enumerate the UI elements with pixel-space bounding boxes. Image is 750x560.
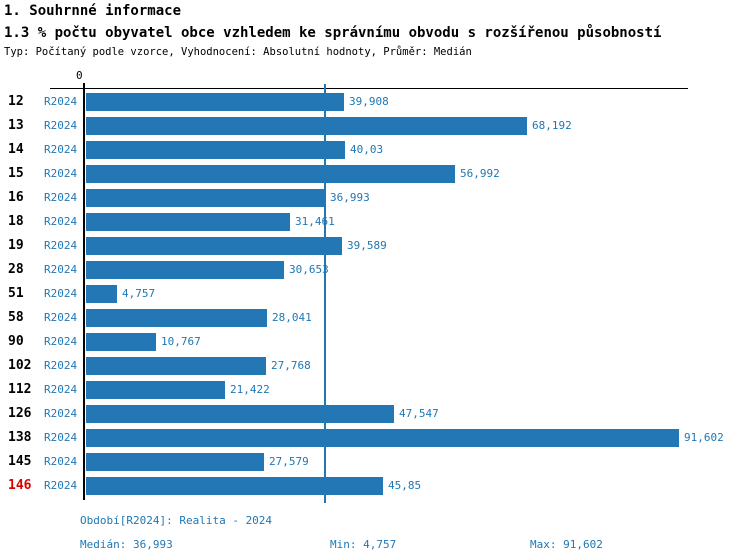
row-category-label: 102 [8,358,32,373]
row-category-label: 28 [8,262,24,277]
bar-value-label: 30,653 [289,263,329,276]
row-category-label: 58 [8,310,24,325]
bar-value-label: 56,992 [460,167,500,180]
bar [86,261,284,279]
bar-value-label: 10,767 [161,335,201,348]
bar [86,429,679,447]
bar-value-label: 27,579 [269,455,309,468]
bar [86,285,117,303]
bar-value-label: 47,547 [399,407,439,420]
bar-value-label: 39,589 [347,239,387,252]
footer-median: Medián: 36,993 [80,538,173,551]
row-period-label: R2024 [44,431,78,444]
bar-value-label: 27,768 [271,359,311,372]
axis-zero-tick [83,83,85,88]
row-category-label: 15 [8,166,24,181]
median-line [324,84,326,503]
row-category-label: 19 [8,238,24,253]
row-period-label: R2024 [44,335,78,348]
bar [86,309,267,327]
bar [86,165,455,183]
bar [86,477,383,495]
bar [86,237,342,255]
row-period-label: R2024 [44,455,78,468]
row-category-label: 112 [8,382,32,397]
indicator-meta: Typ: Počítaný podle vzorce, Vyhodnocení:… [4,46,472,58]
row-period-label: R2024 [44,95,78,108]
footer-max: Max: 91,602 [530,538,603,551]
row-category-label: 14 [8,142,24,157]
footer-period: Období[R2024]: Realita - 2024 [80,514,273,527]
bar-value-label: 31,461 [295,215,335,228]
bar-value-label: 28,041 [272,311,312,324]
row-period-label: R2024 [44,479,78,492]
row-category-label: 13 [8,118,24,133]
row-period-label: R2024 [44,287,78,300]
bar [86,189,325,207]
bar-value-label: 21,422 [230,383,270,396]
row-period-label: R2024 [44,359,78,372]
row-category-label: 16 [8,190,24,205]
bar-value-label: 36,993 [330,191,370,204]
row-category-label: 51 [8,286,24,301]
row-period-label: R2024 [44,407,78,420]
section-title: 1. Souhrnné informace [4,3,182,19]
bar-value-label: 40,03 [350,143,384,156]
row-period-label: R2024 [44,143,78,156]
bar-value-label: 39,908 [349,95,389,108]
bar [86,357,266,375]
row-period-label: R2024 [44,263,78,276]
bar [86,381,225,399]
row-category-label: 12 [8,94,24,109]
row-category-label: 146 [8,478,32,493]
axis-zero-label: 0 [76,69,83,82]
bar [86,213,290,231]
row-period-label: R2024 [44,311,78,324]
row-category-label: 145 [8,454,32,469]
bar [86,333,156,351]
row-period-label: R2024 [44,215,78,228]
bar-value-label: 68,192 [532,119,572,132]
row-category-label: 138 [8,430,32,445]
row-period-label: R2024 [44,167,78,180]
bar-value-label: 4,757 [122,287,156,300]
indicator-title: 1.3 % počtu obyvatel obce vzhledem ke sp… [4,25,662,41]
bar [86,117,527,135]
row-period-label: R2024 [44,191,78,204]
bar-value-label: 91,602 [684,431,724,444]
row-period-label: R2024 [44,239,78,252]
bar [86,405,394,423]
bar [86,453,264,471]
axis-left-line [83,88,85,500]
row-period-label: R2024 [44,383,78,396]
row-category-label: 18 [8,214,24,229]
axis-top-line [50,88,688,89]
row-category-label: 90 [8,334,24,349]
row-category-label: 126 [8,406,32,421]
row-period-label: R2024 [44,119,78,132]
bar-value-label: 45,85 [388,479,422,492]
bar [86,93,344,111]
bar [86,141,345,159]
footer-min: Min: 4,757 [330,538,397,551]
